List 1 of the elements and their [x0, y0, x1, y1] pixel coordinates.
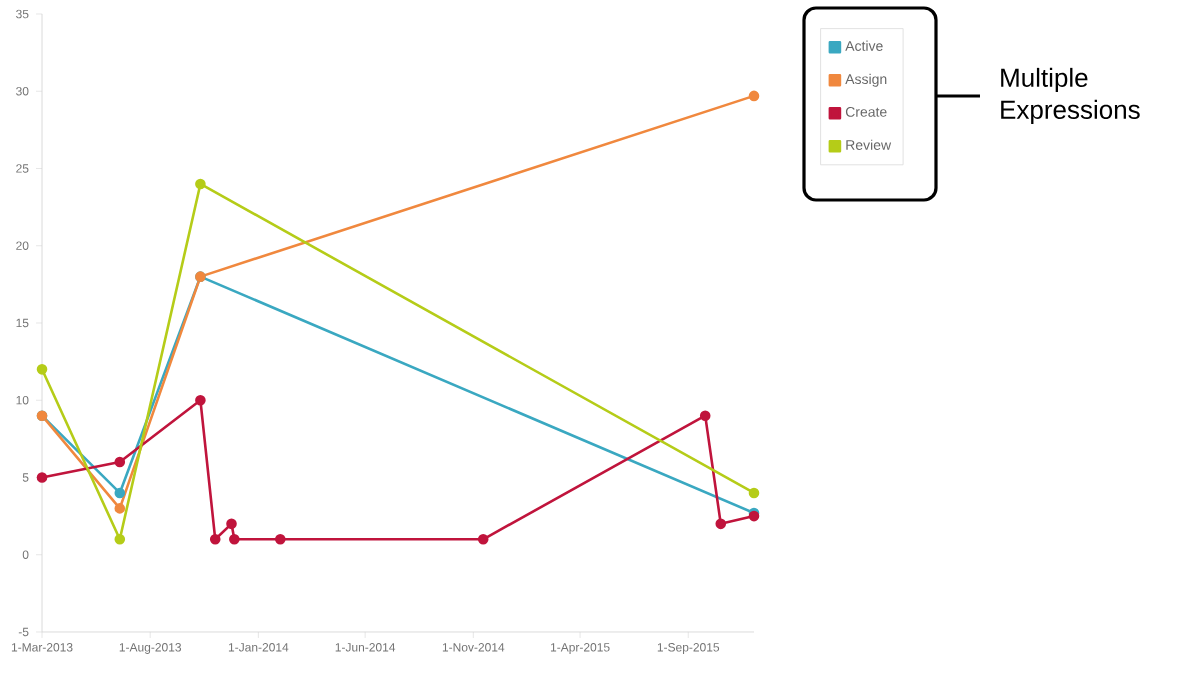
- text: Multiple Expressions: [1001, 67, 1140, 125]
